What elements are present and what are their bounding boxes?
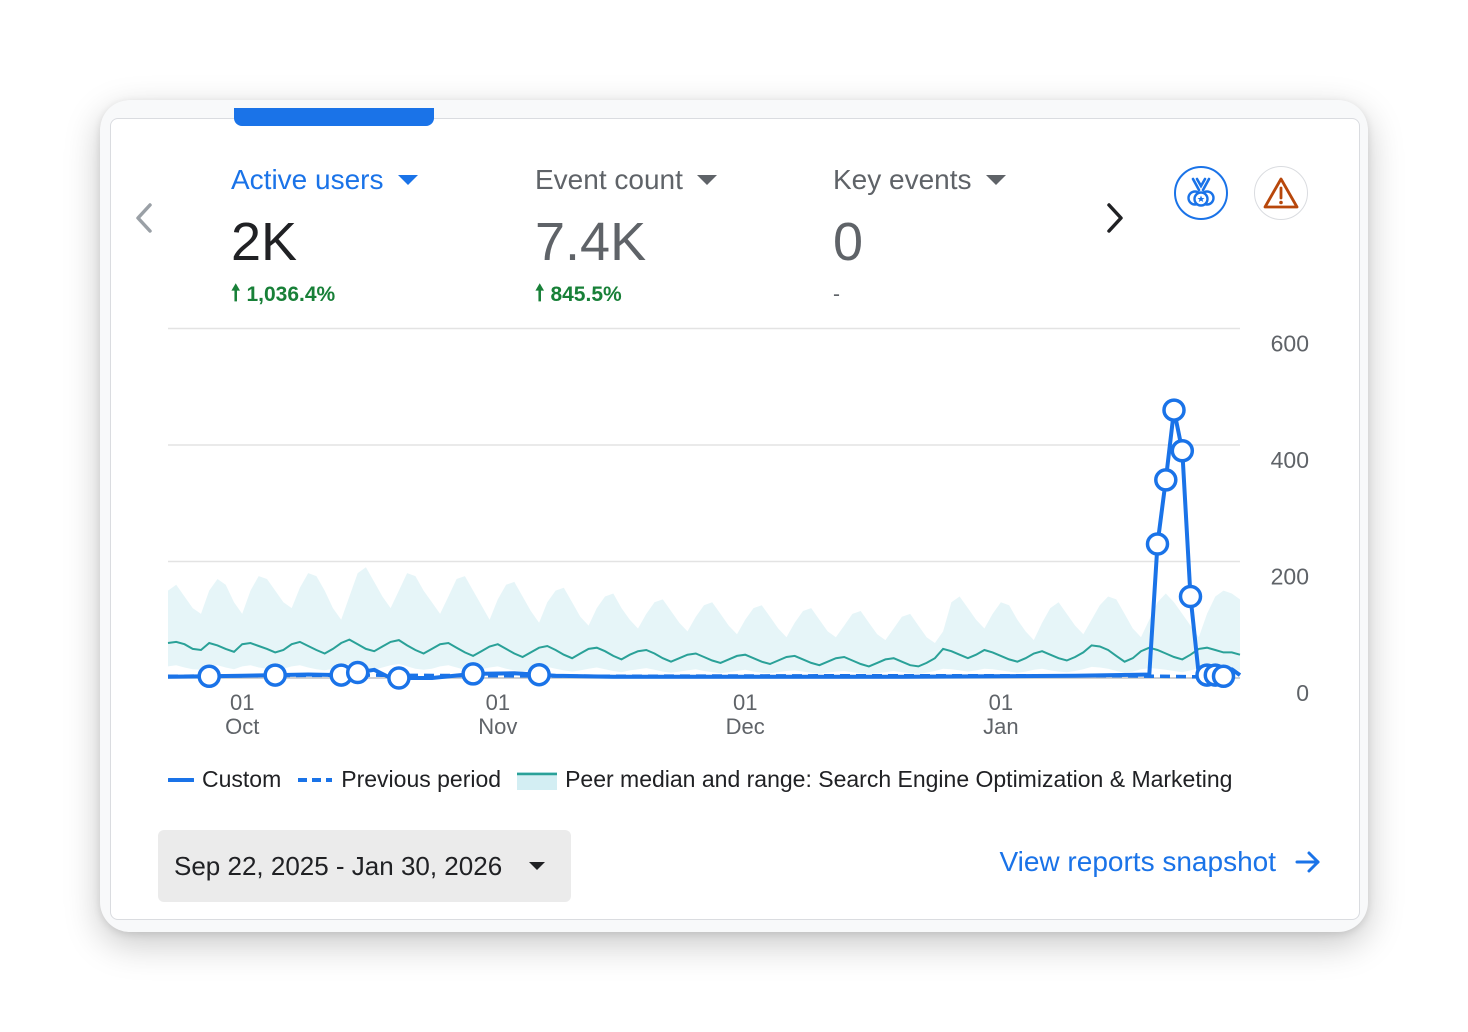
arrow-right-icon	[1295, 851, 1320, 873]
legend-label: Custom	[202, 766, 282, 792]
metric-change: -	[833, 282, 1006, 308]
view-reports-snapshot-link[interactable]: View reports snapshot	[999, 846, 1322, 878]
x-tick-month: Nov	[478, 714, 517, 739]
snapshot-link-label: View reports snapshot	[999, 846, 1276, 877]
x-tick-day: 01	[733, 690, 757, 715]
data-point-marker	[197, 664, 221, 689]
metric-value: 7.4K	[535, 212, 647, 272]
peer-band-swatch	[517, 771, 558, 790]
arrow-up-icon: 🠕	[231, 280, 241, 305]
data-point-marker	[387, 666, 411, 690]
y-tick-label: 200	[1271, 564, 1309, 590]
metric-label: Event count	[535, 164, 683, 195]
chevron-left-icon	[136, 203, 152, 233]
custom-series	[167, 398, 1242, 690]
data-point-marker	[1145, 532, 1170, 556]
next-metrics-button[interactable]	[1100, 198, 1130, 238]
metric-key-events[interactable]: Key events 0 -	[833, 160, 1006, 308]
solid-line-swatch	[168, 777, 194, 782]
x-tick-month: Jan	[983, 714, 1018, 739]
data-point-marker	[1178, 584, 1203, 609]
metric-event-count[interactable]: Event count 7.4K 🠕 845.5%	[535, 160, 717, 308]
legend-label: Previous period	[341, 766, 502, 792]
metric-selector[interactable]: Key events	[833, 160, 1006, 200]
medal-icon	[1187, 177, 1215, 207]
peer-median-line	[167, 638, 1241, 668]
metric-selector[interactable]: Event count	[535, 160, 717, 200]
prev-metrics-button[interactable]	[130, 198, 160, 238]
metric-selector[interactable]: Active users	[231, 160, 418, 200]
data-point-marker	[1211, 664, 1236, 689]
data-point-marker	[1162, 398, 1186, 422]
x-tick-day: 01	[486, 690, 510, 715]
metric-label: Active users	[231, 164, 384, 195]
data-point-marker	[345, 660, 370, 685]
legend-item-previous: Previous period	[297, 766, 501, 793]
metric-change-value: 845.5%	[550, 283, 622, 306]
caret-down-icon	[397, 175, 418, 185]
x-tick-day: 01	[989, 690, 1013, 715]
selected-tab-indicator	[234, 108, 434, 126]
data-point-marker	[1170, 439, 1195, 463]
data-point-marker	[461, 662, 485, 686]
legend-item-custom: Custom	[168, 766, 281, 793]
caret-down-icon	[529, 862, 545, 870]
y-tick-label: 0	[1296, 680, 1309, 706]
chevron-right-icon	[1107, 203, 1123, 233]
insights-medal-button[interactable]	[1174, 166, 1228, 220]
data-point-marker	[263, 663, 287, 687]
dashed-line-swatch	[298, 777, 333, 782]
x-tick-day: 01	[230, 690, 254, 715]
legend-label: Peer median and range: Search Engine Opt…	[565, 766, 1233, 792]
overview-card	[110, 118, 1360, 920]
metric-change: 🠕 845.5%	[535, 280, 717, 308]
caret-down-icon	[696, 175, 717, 185]
metric-value: 0	[833, 212, 864, 272]
chart-legend: Custom Previous period Peer median and r…	[168, 766, 1248, 793]
metric-change-value: 1,036.4%	[246, 283, 336, 306]
legend-item-peer: Peer median and range: Search Engine Opt…	[517, 766, 1232, 793]
metric-label: Key events	[833, 164, 972, 195]
arrow-up-icon: 🠕	[535, 280, 545, 305]
metric-change-value: -	[833, 283, 840, 306]
date-range-label: Sep 22, 2025 - Jan 30, 2026	[174, 850, 503, 881]
y-tick-label: 600	[1271, 331, 1309, 357]
date-range-selector[interactable]: Sep 22, 2025 - Jan 30, 2026	[158, 830, 571, 902]
y-tick-label: 400	[1271, 447, 1309, 473]
warning-icon	[1263, 177, 1299, 209]
metric-change: 🠕 1,036.4%	[231, 280, 418, 308]
data-point-marker	[527, 662, 551, 687]
peer-series	[167, 567, 1241, 674]
metric-active-users[interactable]: Active users 2K 🠕 1,036.4%	[231, 160, 418, 308]
data-point-marker	[1154, 468, 1178, 492]
alert-button[interactable]	[1254, 166, 1308, 220]
metric-value: 2K	[231, 212, 298, 272]
x-tick-month: Dec	[726, 714, 765, 739]
caret-down-icon	[985, 175, 1006, 185]
x-tick-month: Oct	[225, 714, 259, 739]
